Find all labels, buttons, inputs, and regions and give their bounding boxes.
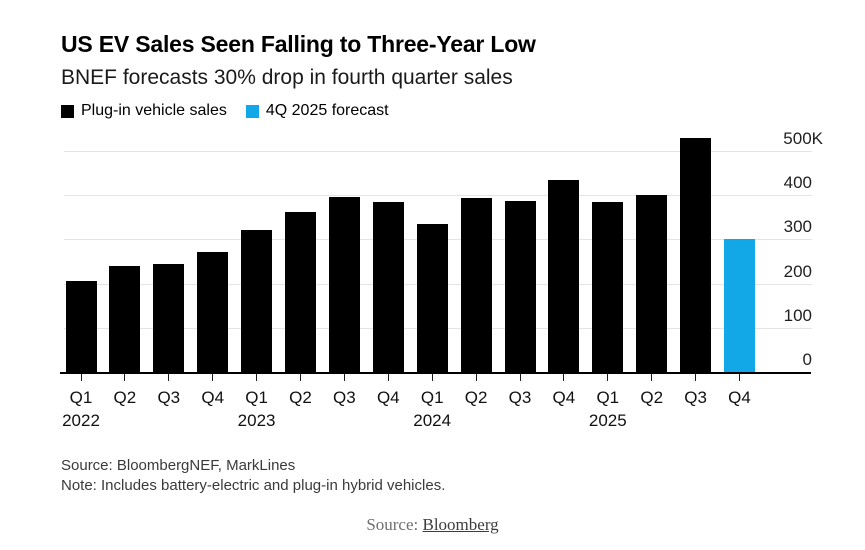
x-axis-label-q1-2023: Q1: [245, 388, 268, 407]
x-tick-q4-2024: [563, 374, 565, 381]
gridline-500k: [64, 151, 812, 152]
bloomberg-link[interactable]: Bloomberg: [422, 515, 499, 534]
bar-q1-2024: [416, 223, 448, 372]
bar-q4-2023: [372, 202, 404, 372]
bar-q4-2022: [197, 251, 229, 372]
x-tick-q3-2022: [168, 374, 170, 381]
x-axis-year-label-2023: 2023: [237, 411, 276, 430]
bar-q3-2023: [328, 196, 360, 372]
x-tick-q2-2022: [124, 374, 126, 381]
bar-q4-2024: [548, 180, 580, 372]
x-axis-baseline: [60, 372, 811, 374]
chart-footnotes: Source: BloombergNEF, MarkLines Note: In…: [61, 456, 445, 496]
legend-item-plug-in-sales: Plug-in vehicle sales: [61, 102, 227, 120]
y-axis-label-400: 400: [783, 173, 812, 193]
footnote-note: Note: Includes battery-electric and plug…: [61, 477, 446, 494]
x-tick-q1-2025: [607, 374, 609, 381]
bar-q1-2023: [241, 230, 273, 372]
bar-q3-2024: [504, 200, 536, 372]
x-axis-label-q2-2022: Q2: [113, 388, 137, 407]
y-axis-label-0: 0: [802, 350, 812, 369]
x-axis-label-q4-2025: Q4: [728, 388, 751, 407]
bar-q3-2025: [680, 137, 712, 372]
x-axis-label-q2-2025: Q2: [640, 388, 664, 407]
x-tick-q2-2023: [300, 374, 301, 381]
caption-prefix: Source:: [366, 515, 423, 534]
x-axis-label-q1-2025: Q1: [596, 388, 620, 407]
y-axis-label-500k: 500K: [783, 129, 823, 148]
x-tick-q1-2024: [431, 374, 433, 381]
bar-q3-2022: [153, 264, 185, 372]
x-tick-q3-2023: [343, 374, 345, 381]
x-axis-label-q4-2024: Q4: [552, 388, 576, 407]
x-axis-label-q4-2022: Q4: [201, 388, 225, 407]
x-tick-q1-2023: [256, 374, 258, 381]
x-tick-q4-2025: [739, 374, 740, 381]
bar-q1-2025: [592, 202, 624, 372]
chart-legend: Plug-in vehicle sales 4Q 2025 forecast: [61, 102, 389, 120]
y-axis-label-100: 100: [783, 305, 812, 325]
x-axis-label-q3-2025: Q3: [684, 388, 707, 407]
bar-q1-2022: [65, 280, 97, 372]
x-tick-q2-2025: [651, 374, 653, 381]
footnote-source: Source: BloombergNEF, MarkLines: [61, 457, 296, 474]
article-source-caption: Source: Bloomberg: [0, 515, 865, 535]
y-axis-label-300: 300: [783, 217, 812, 237]
x-tick-q1-2022: [80, 374, 82, 381]
x-axis-year-label-2024: 2024: [413, 411, 452, 430]
x-tick-q4-2023: [387, 374, 389, 381]
bar-q2-2022: [109, 265, 141, 372]
x-axis-year-label-2025: 2025: [588, 411, 627, 430]
x-tick-q3-2024: [519, 374, 521, 381]
x-axis-label-q3-2022: Q3: [157, 388, 181, 407]
bar-q2-2023: [285, 211, 316, 372]
bar-q2-2024: [460, 198, 492, 372]
y-axis-label-200: 200: [783, 261, 812, 281]
x-axis-label-q1-2024: Q1: [420, 388, 444, 407]
legend-swatch-blue-icon: [245, 104, 259, 118]
x-tick-q3-2025: [695, 374, 697, 381]
x-axis-label-q3-2024: Q3: [508, 388, 532, 407]
bar-q4-2025-forecast: [724, 239, 755, 372]
x-axis-label-q4-2023: Q4: [376, 388, 400, 407]
legend-label-forecast: 4Q 2025 forecast: [265, 102, 389, 119]
x-tick-q2-2024: [475, 374, 477, 381]
gridline-400k: [64, 195, 812, 197]
x-axis-label-q2-2024: Q2: [464, 388, 488, 407]
chart-subtitle: BNEF forecasts 30% drop in fourth quarte…: [61, 66, 513, 89]
legend-label-plug-in-sales: Plug-in vehicle sales: [81, 102, 227, 119]
legend-swatch-black-icon: [61, 104, 74, 118]
bar-q2-2025: [636, 195, 668, 372]
x-axis-label-q1-2022: Q1: [69, 388, 93, 407]
x-axis-label-q2-2023: Q2: [289, 388, 312, 407]
legend-item-forecast: 4Q 2025 forecast: [245, 102, 389, 120]
plot-area: 0 100 200 300 400 500K Q1 Q2 Q3 Q4 Q1 Q2 Q3 Q4 Q1 Q2 Q3 Q…: [0, 125, 865, 437]
chart-title: US EV Sales Seen Falling to Three-Year L…: [61, 31, 536, 57]
x-tick-q4-2022: [212, 374, 214, 381]
x-axis-year-label-2022: 2022: [62, 411, 100, 430]
x-axis-label-q3-2023: Q3: [333, 388, 356, 407]
